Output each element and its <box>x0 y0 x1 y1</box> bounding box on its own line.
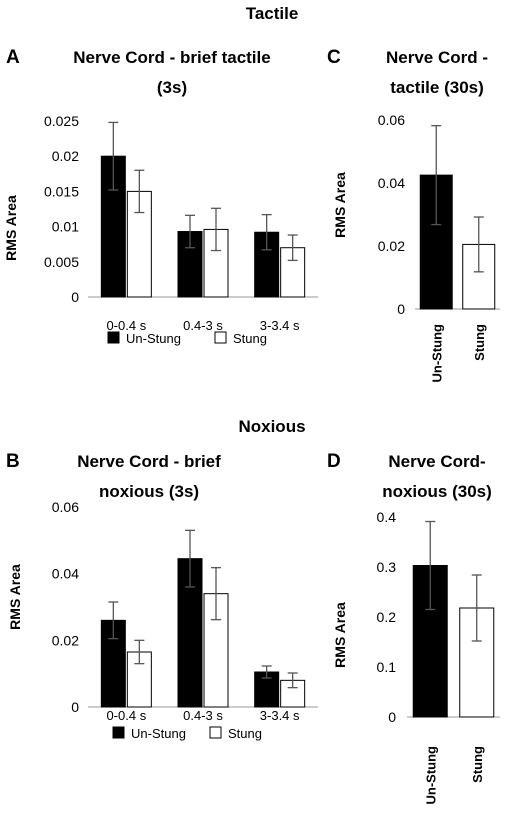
bar <box>412 565 448 718</box>
panel-c: C Nerve Cord - tactile (30s) RMS Area 0 0.02 0… <box>327 47 500 382</box>
legend-label: Un-Stung <box>131 726 186 741</box>
chart-title-line: noxious (30s) <box>382 482 492 501</box>
y-tick-label: 0.1 <box>377 659 397 675</box>
y-axis-label: RMS Area <box>7 564 23 630</box>
legend-label: Stung <box>228 726 262 741</box>
x-tick-label: 3-3.4 s <box>260 318 300 333</box>
bar <box>462 243 496 310</box>
panel-letter: A <box>6 47 20 68</box>
y-tick-label: 0.005 <box>44 254 79 270</box>
bar <box>203 228 229 298</box>
legend-label: Un-Stung <box>126 331 181 346</box>
chart-title-line: tactile (30s) <box>390 78 484 97</box>
legend-swatch <box>112 726 125 739</box>
x-tick-label: 0-0.4 s <box>106 708 146 723</box>
y-tick-label: 0 <box>71 699 79 715</box>
panel-letter: B <box>6 451 20 472</box>
y-tick-label: 0 <box>397 301 405 317</box>
y-axis-label: RMS Area <box>332 602 348 668</box>
y-tick-label: 0.04 <box>52 566 79 582</box>
section-title-noxious: Noxious <box>238 417 305 436</box>
y-tick-label: 0.02 <box>52 632 79 648</box>
x-tick-label: Un-Stung <box>423 746 438 805</box>
y-tick-label: 0.06 <box>378 112 405 128</box>
y-tick-label: 0 <box>71 289 79 305</box>
legend-swatch <box>214 331 227 344</box>
y-tick-label: 0.06 <box>52 499 79 515</box>
x-tick-label: 0.4-3 s <box>183 318 223 333</box>
x-tick-label: Stung <box>470 746 485 783</box>
y-tick-label: 0.4 <box>377 509 397 525</box>
chart-title-line: (3s) <box>157 78 187 97</box>
bar <box>177 231 203 298</box>
x-tick-label: Un-Stung <box>429 324 444 383</box>
chart-title-line: Nerve Cord - brief <box>77 452 221 471</box>
panel-letter: C <box>327 47 341 68</box>
chart-title-line: Nerve Cord- <box>388 452 485 471</box>
y-tick-label: 0.02 <box>378 238 405 254</box>
legend: Un-Stung Stung <box>112 726 262 741</box>
chart-title-line: Nerve Cord - brief tactile <box>73 48 270 67</box>
legend: Un-Stung Stung <box>107 331 267 346</box>
chart-title-line: Nerve Cord - <box>386 48 488 67</box>
x-tick-label: 3-3.4 s <box>260 708 300 723</box>
y-tick-label: 0.01 <box>52 219 79 235</box>
panel-d: D Nerve Cord-noxious (30s) RMS Area 0 0.1 0.2… <box>327 451 500 804</box>
y-tick-label: 0.015 <box>44 183 79 199</box>
y-tick-label: 0.3 <box>377 559 397 575</box>
panel-letter: D <box>327 451 341 472</box>
x-tick-label: 0-0.4 s <box>106 318 146 333</box>
y-axis-label: RMS Area <box>332 172 348 238</box>
legend-swatch <box>209 726 222 739</box>
x-tick-label: 0.4-3 s <box>183 708 223 723</box>
legend-swatch <box>107 331 120 344</box>
panel-a: A Nerve Cord - brief tactile (3s) RMS Area 0… <box>3 47 318 346</box>
y-tick-label: 0.2 <box>377 609 397 625</box>
section-title-tactile: Tactile <box>246 4 299 23</box>
y-tick-label: 0 <box>388 709 396 725</box>
y-tick-label: 0.02 <box>52 148 79 164</box>
x-tick-label: Stung <box>472 324 487 361</box>
y-axis-label: RMS Area <box>3 195 19 261</box>
y-tick-label: 0.025 <box>44 113 79 129</box>
legend-label: Stung <box>233 331 267 346</box>
panel-b: B Nerve Cord - brief noxious (3s) RMS Area 0… <box>6 451 318 741</box>
y-tick-label: 0.04 <box>378 175 405 191</box>
chart-title-line: noxious (3s) <box>99 482 199 501</box>
